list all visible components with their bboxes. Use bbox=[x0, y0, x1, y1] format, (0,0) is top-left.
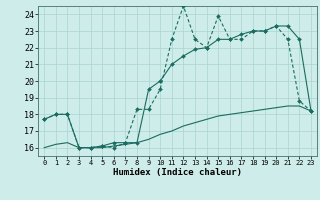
X-axis label: Humidex (Indice chaleur): Humidex (Indice chaleur) bbox=[113, 168, 242, 177]
